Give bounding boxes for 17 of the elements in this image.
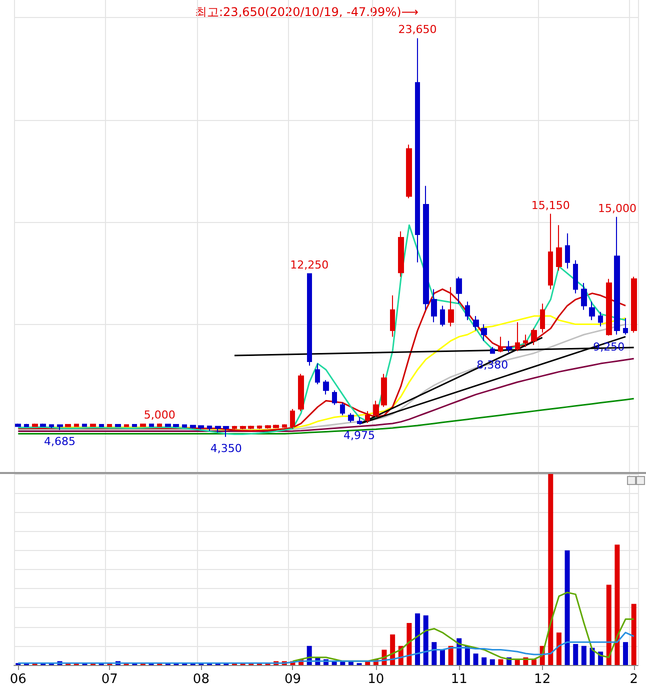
annotation: 15,150	[531, 198, 570, 212]
x-tick-label: 08	[192, 672, 210, 687]
x-tick-label: 06	[10, 672, 26, 687]
annotation: 15,000	[598, 202, 636, 215]
x-tick-label: 2	[630, 672, 638, 687]
annotation: 12,250	[290, 258, 329, 272]
annotation: 4,685	[44, 434, 76, 448]
x-tick-label: 11	[450, 672, 468, 687]
annotation: 23,650	[398, 23, 437, 36]
annotation: 4,975	[344, 428, 376, 442]
x-tick-label: 09	[284, 672, 301, 687]
x-tick-label: 07	[101, 672, 118, 687]
annotation: 5,000	[144, 408, 176, 422]
annotation: 최고:23,650(2020/10/19, -47.99%)⟶	[195, 5, 418, 19]
annotation: 4,350	[210, 442, 242, 455]
x-tick-label: 10	[368, 672, 384, 687]
x-tick-label: 12	[534, 672, 551, 687]
